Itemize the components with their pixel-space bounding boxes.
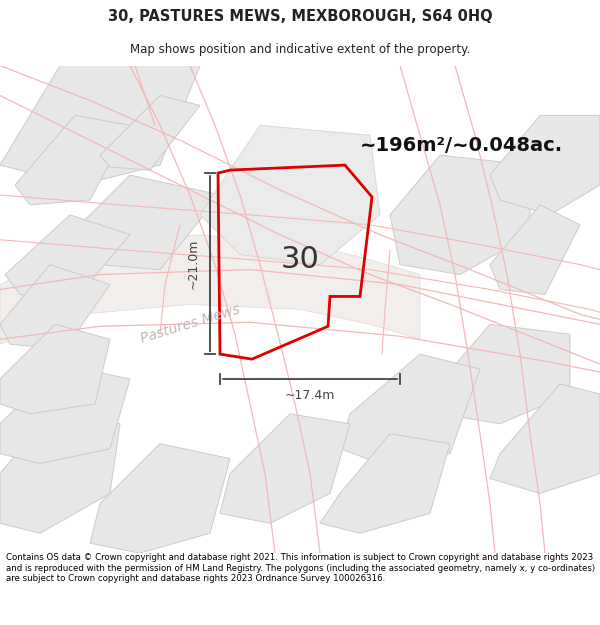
Text: ~17.4m: ~17.4m xyxy=(285,389,335,402)
Polygon shape xyxy=(0,235,420,344)
Polygon shape xyxy=(5,215,130,299)
Polygon shape xyxy=(220,414,350,523)
Polygon shape xyxy=(0,66,200,185)
Polygon shape xyxy=(430,324,570,424)
Text: Map shows position and indicative extent of the property.: Map shows position and indicative extent… xyxy=(130,42,470,56)
Text: Contains OS data © Crown copyright and database right 2021. This information is : Contains OS data © Crown copyright and d… xyxy=(6,553,595,583)
Polygon shape xyxy=(0,324,110,414)
Polygon shape xyxy=(0,264,110,349)
Polygon shape xyxy=(490,205,580,294)
Polygon shape xyxy=(340,354,480,464)
Polygon shape xyxy=(0,414,120,533)
Polygon shape xyxy=(15,116,130,205)
Polygon shape xyxy=(320,434,450,533)
Text: Pastures Mews: Pastures Mews xyxy=(139,302,241,346)
Text: ~196m²/~0.048ac.: ~196m²/~0.048ac. xyxy=(360,136,563,155)
Polygon shape xyxy=(490,384,600,493)
Polygon shape xyxy=(200,126,380,264)
Text: 30: 30 xyxy=(281,245,319,274)
Polygon shape xyxy=(0,364,130,464)
Polygon shape xyxy=(100,96,200,170)
Polygon shape xyxy=(490,116,600,215)
Polygon shape xyxy=(90,444,230,553)
Polygon shape xyxy=(390,155,530,274)
Text: 30, PASTURES MEWS, MEXBOROUGH, S64 0HQ: 30, PASTURES MEWS, MEXBOROUGH, S64 0HQ xyxy=(107,9,493,24)
Text: ~21.0m: ~21.0m xyxy=(187,238,200,289)
Polygon shape xyxy=(60,175,220,269)
